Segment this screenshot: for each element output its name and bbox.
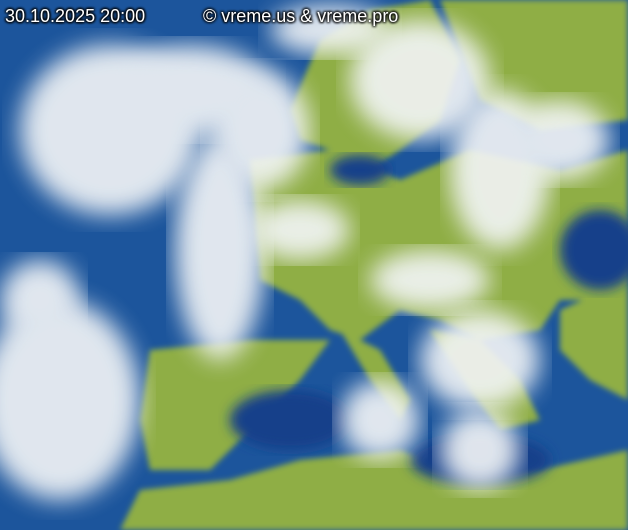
- timestamp-label: 30.10.2025 20:00: [5, 6, 146, 26]
- cloud-cover: [0, 5, 610, 500]
- copyright-label: © vreme.us & vreme.pro: [203, 6, 399, 26]
